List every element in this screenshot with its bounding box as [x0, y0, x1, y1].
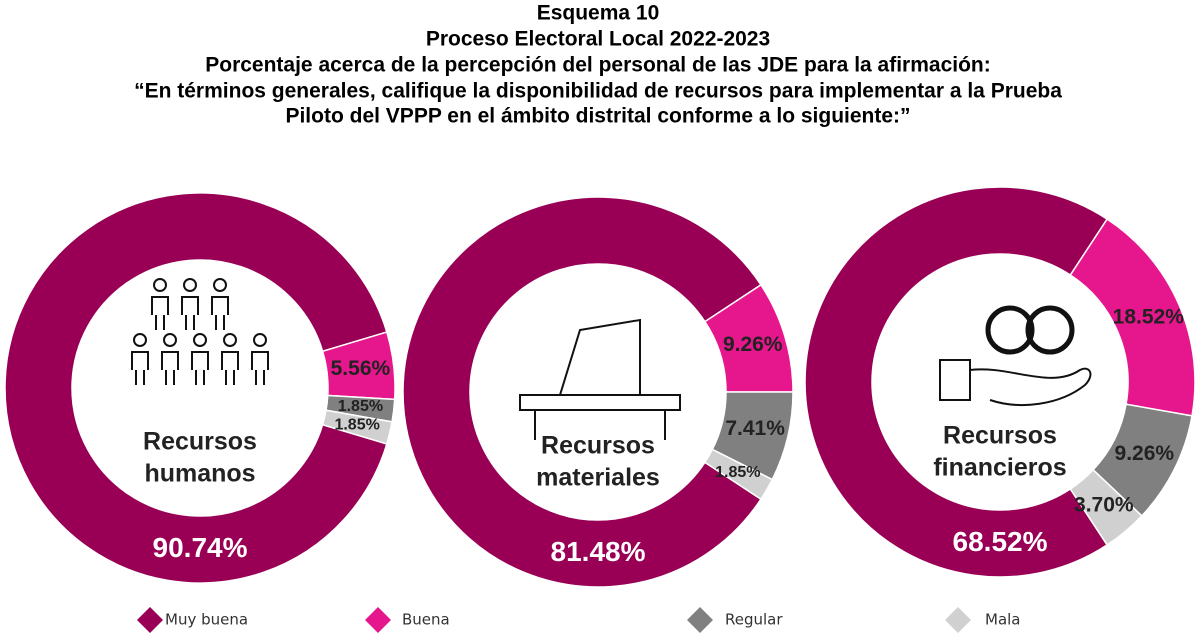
value-label: 1.85% [338, 398, 383, 415]
donut-slice [403, 197, 761, 587]
value-label: 81.48% [551, 536, 646, 567]
person-head [154, 279, 166, 291]
title-line: “En términos generales, califique la dis… [134, 80, 1062, 103]
person-head [184, 279, 196, 291]
center-label: financieros [933, 454, 1066, 482]
value-label: 90.74% [153, 532, 248, 563]
person-head [164, 334, 176, 346]
coin [1028, 308, 1072, 352]
person-body [182, 297, 198, 330]
legend-swatch [365, 607, 391, 633]
legend-label: Muy buena [165, 611, 248, 629]
center-label: Recursos [143, 428, 257, 456]
hand [940, 360, 1090, 405]
center-label: Recursos [943, 422, 1057, 450]
value-label: 9.26% [723, 333, 783, 356]
legend-swatch [137, 607, 163, 633]
person-body [152, 297, 168, 330]
title-line: Piloto del VPPP en el ámbito distrital c… [285, 105, 910, 128]
person-body [162, 352, 178, 385]
title-line: Porcentaje acerca de la percepción del p… [205, 54, 991, 77]
value-label: 3.70% [1074, 493, 1134, 516]
ballot-box [520, 320, 680, 440]
person-body [252, 352, 268, 385]
title-line: Esquema 10 [537, 2, 660, 25]
value-label: 1.85% [334, 416, 379, 433]
value-label: 9.26% [1115, 442, 1175, 465]
person-body [192, 352, 208, 385]
center-label: materiales [536, 464, 660, 492]
center-label: Recursos [541, 432, 655, 460]
center-label: humanos [144, 460, 255, 488]
donut-slice [805, 187, 1107, 577]
person-head [194, 334, 206, 346]
icon [132, 279, 1090, 440]
legend-label: Buena [402, 611, 450, 629]
page: Esquema 10 Proceso Electoral Local 2022-… [0, 0, 1196, 637]
legend-swatch [945, 607, 971, 633]
charts: 90.74%5.56%1.85%1.85%Recursoshumanos81.4… [5, 187, 1195, 587]
value-label: 7.41% [725, 417, 785, 440]
person-head [134, 334, 146, 346]
value-label: 1.85% [715, 464, 760, 481]
person-head [224, 334, 236, 346]
person-body [222, 352, 238, 385]
title-line: Proceso Electoral Local 2022-2023 [426, 28, 770, 51]
legend-label: Mala [985, 611, 1021, 629]
value-label: 5.56% [331, 357, 391, 380]
legend-swatch [687, 607, 713, 633]
legend-label: Regular [725, 611, 783, 629]
coin [988, 308, 1032, 352]
person-body [132, 352, 148, 385]
value-label: 18.52% [1113, 306, 1185, 329]
person-head [254, 334, 266, 346]
legend: Muy buena Buena Regular Mala [137, 607, 1021, 633]
person-body [212, 297, 228, 330]
person-head [214, 279, 226, 291]
value-label: 68.52% [953, 526, 1048, 557]
